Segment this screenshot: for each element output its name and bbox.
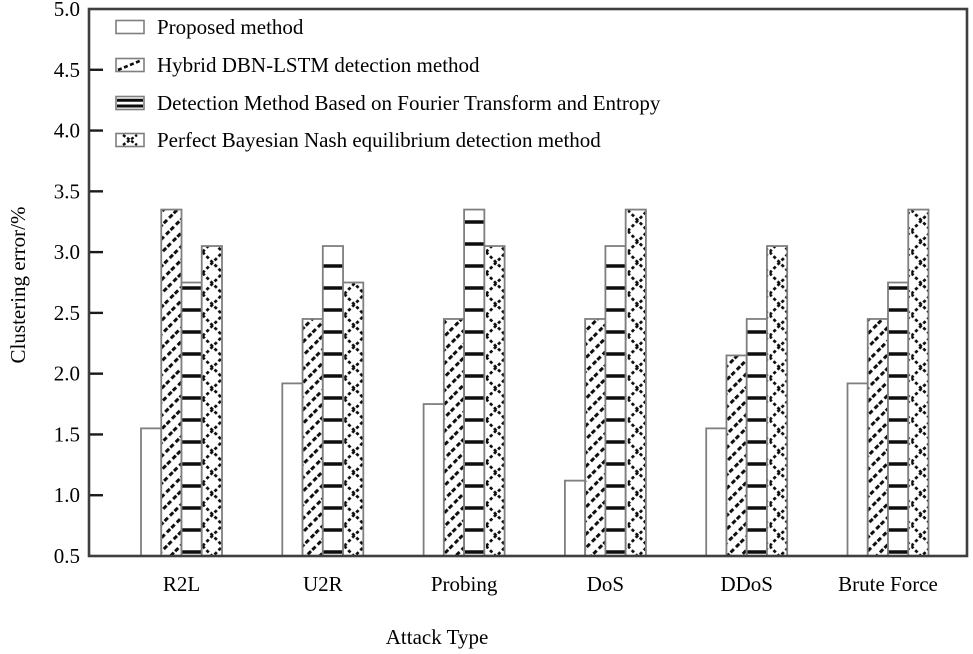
y-tick-label: 4.5	[54, 58, 80, 82]
legend-item-perfect-bayesian-nash-equilibrium-detection-method: Perfect Bayesian Nash equilibrium detect…	[115, 128, 601, 152]
bar-r2l-hybrid-dbn-lstm-detection-method	[160, 208, 183, 557]
plot-frame	[87, 7, 969, 558]
x-category-label-probing: Probing	[431, 572, 498, 596]
legend-label: Perfect Bayesian Nash equilibrium detect…	[157, 128, 601, 152]
bar-u2r-detection-method-based-on-fourier-transform-and-entropy	[321, 245, 344, 557]
bar-dos-hybrid-dbn-lstm-detection-method	[584, 318, 607, 557]
bar-r2l-detection-method-based-on-fourier-transform-and-entropy	[180, 281, 203, 557]
y-axis-title: Clustering error/%	[6, 207, 30, 364]
y-tick-label: 5.0	[54, 0, 80, 21]
legend-swatch-none-icon	[115, 19, 145, 35]
bar-r2l-perfect-bayesian-nash-equilibrium-detection-method	[200, 245, 223, 557]
bar-ddos-perfect-bayesian-nash-equilibrium-detection-method	[766, 245, 789, 557]
bar-u2r-perfect-bayesian-nash-equilibrium-detection-method	[342, 281, 365, 557]
x-axis-category-labels: R2L U2R Probing DoS DDoS Brute Force	[163, 572, 938, 596]
legend-swatch-horizontal-icon	[115, 95, 145, 111]
bar-ddos-hybrid-dbn-lstm-detection-method	[725, 354, 748, 557]
bars-group	[140, 208, 930, 557]
legend-item-detection-method-based-on-fourier-transform-and-entropy: Detection Method Based on Fourier Transf…	[115, 91, 661, 115]
legend-item-hybrid-dbn-lstm-detection-method: Hybrid DBN-LSTM detection method	[115, 53, 480, 77]
y-tick-label: 4.0	[54, 119, 80, 143]
y-tick-label: 3.0	[54, 240, 80, 264]
legend-swatch-crosshatch-icon	[115, 132, 145, 148]
x-category-label-brute-force: Brute Force	[838, 572, 938, 596]
y-tick-label: 1.0	[54, 483, 80, 507]
legend-label: Hybrid DBN-LSTM detection method	[157, 53, 480, 77]
y-tick-label: 1.5	[54, 422, 80, 446]
legend: Proposed method Hybrid DBN-LSTM detection…	[115, 15, 661, 152]
legend-label: Proposed method	[157, 15, 304, 39]
bar-brute-force-hybrid-dbn-lstm-detection-method	[866, 318, 889, 557]
y-axis-tick-labels: 0.5 1.0 1.5 2.0 2.5 3.0 3.5 4.0 4.5 5.0	[54, 0, 80, 568]
bar-probing-detection-method-based-on-fourier-transform-and-entropy	[463, 208, 486, 557]
y-tick-label: 3.5	[54, 179, 80, 203]
legend-item-proposed-method: Proposed method	[115, 15, 304, 39]
y-axis-ticks	[90, 68, 103, 497]
x-category-label-r2l: R2L	[163, 572, 200, 596]
bar-u2r-hybrid-dbn-lstm-detection-method	[301, 318, 324, 557]
bar-probing-hybrid-dbn-lstm-detection-method	[442, 318, 466, 557]
legend-label: Detection Method Based on Fourier Transf…	[157, 91, 661, 115]
x-category-label-dos: DoS	[587, 572, 624, 596]
bar-probing-perfect-bayesian-nash-equilibrium-detection-method	[483, 245, 506, 557]
bar-brute-force-detection-method-based-on-fourier-transform-and-entropy	[887, 281, 910, 557]
bar-dos-detection-method-based-on-fourier-transform-and-entropy	[604, 245, 627, 557]
x-category-label-ddos: DDoS	[720, 572, 773, 596]
y-tick-label: 2.0	[54, 362, 80, 386]
x-axis-title: Attack Type	[386, 625, 489, 649]
y-tick-label: 2.5	[54, 301, 80, 325]
y-tick-label: 0.5	[54, 544, 80, 568]
bar-ddos-detection-method-based-on-fourier-transform-and-entropy	[745, 318, 768, 557]
bar-brute-force-perfect-bayesian-nash-equilibrium-detection-method	[907, 208, 930, 557]
x-category-label-u2r: U2R	[303, 572, 343, 596]
bar-dos-perfect-bayesian-nash-equilibrium-detection-method	[624, 208, 647, 557]
